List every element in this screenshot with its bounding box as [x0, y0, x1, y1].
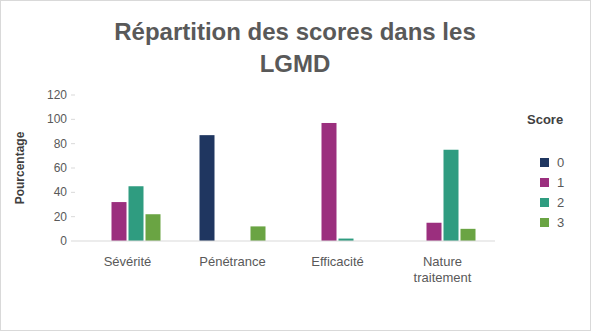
chart: Répartition des scores dans les LGMD Pourc…: [0, 0, 591, 331]
title-line: Répartition des scores dans les: [114, 18, 475, 45]
legend-swatch: [540, 218, 549, 227]
y-tick-label: 0: [60, 234, 67, 248]
chart-frame: [1, 1, 591, 331]
legend-title: Score: [527, 112, 563, 127]
y-tick: [71, 168, 75, 169]
y-tick: [71, 216, 75, 217]
title: Répartition des scores dans les LGMD: [114, 18, 475, 77]
x-tick-label: Efficacité: [311, 254, 364, 269]
x-tick-label-line: traitement: [414, 270, 472, 285]
x-tick-label: Sévérité: [104, 254, 152, 269]
bar: [146, 214, 161, 241]
bar: [427, 223, 442, 241]
y-tick: [71, 119, 75, 120]
bar: [322, 123, 337, 241]
y-tick-label: 20: [54, 210, 68, 224]
y-tick-label: 80: [54, 137, 68, 151]
y-tick: [71, 192, 75, 193]
bar: [461, 229, 476, 241]
legend-swatch: [540, 158, 549, 167]
legend-label: 0: [557, 155, 564, 170]
y-tick-label: 40: [54, 185, 68, 199]
bar: [129, 186, 144, 241]
y-tick-label: 100: [47, 112, 67, 126]
bar: [200, 135, 215, 241]
x-tick-label: Pénétrance: [199, 254, 266, 269]
y-tick-label: 60: [54, 161, 68, 175]
title-line: LGMD: [260, 50, 331, 77]
legend-swatch: [540, 178, 549, 187]
legend-label: 1: [557, 175, 564, 190]
x-tick-label: Naturetraitement: [414, 254, 472, 285]
legend-swatch: [540, 198, 549, 207]
legend-label: 2: [557, 195, 564, 210]
bars: [112, 123, 476, 241]
bar: [112, 202, 127, 241]
legend-label: 3: [557, 215, 564, 230]
x-tick-label-line: Nature: [423, 254, 462, 269]
y-tick: [71, 95, 75, 96]
y-tick: [71, 143, 75, 144]
x-axis-line: [75, 241, 495, 242]
y-tick: [71, 241, 75, 242]
bar: [444, 150, 459, 241]
bar: [251, 226, 266, 241]
y-axis-label: Pourcentage: [13, 131, 27, 204]
y-tick-label: 120: [47, 88, 67, 102]
